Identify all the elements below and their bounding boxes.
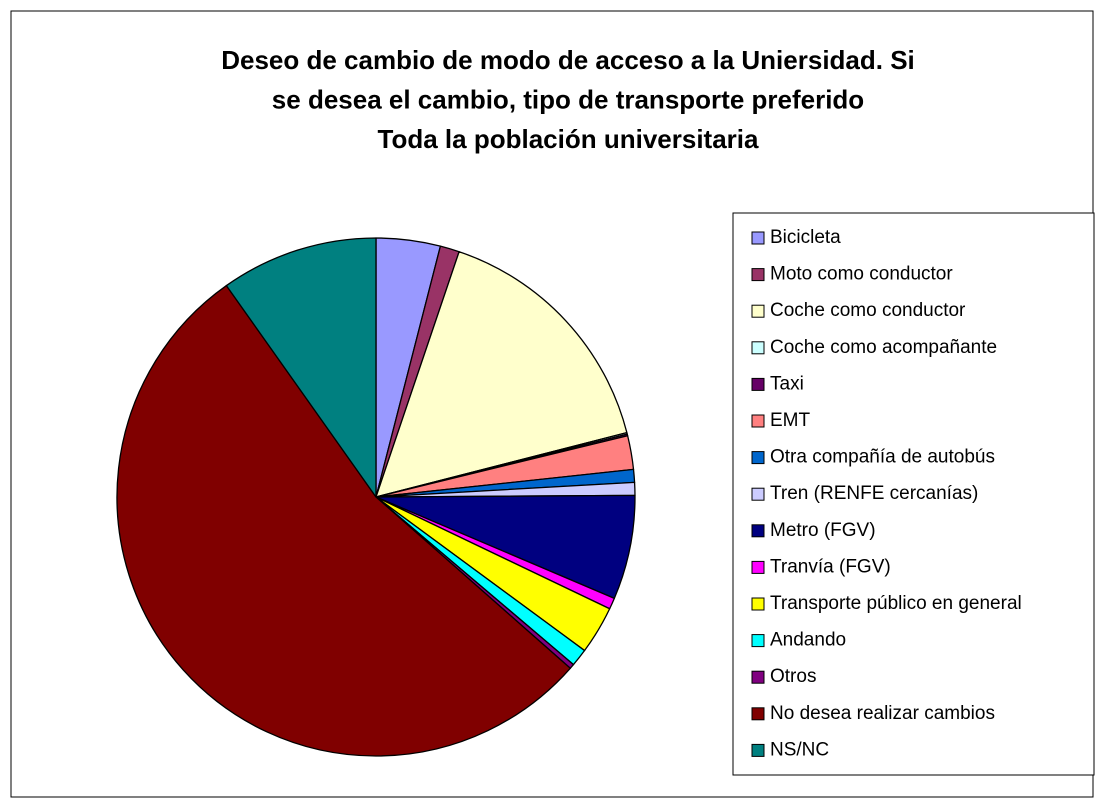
legend-label: Coche como conductor	[770, 300, 966, 321]
legend-label: Bicicleta	[770, 227, 841, 248]
pie-slice	[375, 251, 628, 498]
legend-box	[732, 212, 1095, 776]
pie-slice	[225, 237, 377, 498]
legend-swatch	[751, 451, 765, 465]
legend-label: No desea realizar cambios	[770, 703, 995, 724]
legend-label: Otros	[770, 666, 816, 687]
legend-swatch	[751, 414, 765, 428]
legend-swatch	[751, 560, 765, 574]
legend-swatch	[751, 670, 765, 684]
legend-swatch	[751, 341, 765, 355]
legend-label: Tranvía (FGV)	[770, 556, 891, 577]
legend-label: EMT	[770, 410, 811, 431]
chart-title: Toda la población universitaria	[378, 124, 759, 154]
legend-label: Moto como conductor	[770, 264, 953, 285]
legend-swatch	[751, 634, 765, 648]
legend-label: NS/NC	[770, 739, 829, 760]
legend-label: Otra compañía de autobús	[770, 447, 995, 468]
legend-swatch	[751, 487, 765, 501]
pie-slice	[116, 284, 571, 757]
legend-label: Tren (RENFE cercanías)	[770, 483, 978, 504]
legend-swatch	[751, 707, 765, 721]
legend-swatch	[751, 268, 765, 282]
legend-swatch	[751, 304, 765, 318]
legend-swatch	[751, 743, 765, 757]
legend-swatch	[751, 597, 765, 611]
legend-label: Andando	[770, 630, 846, 651]
legend-label: Metro (FGV)	[770, 520, 876, 541]
legend-swatch	[751, 524, 765, 538]
legend-label: Taxi	[770, 373, 804, 394]
chart-title: se desea el cambio, tipo de transporte p…	[272, 84, 864, 114]
legend-swatch	[751, 231, 765, 245]
chart-title: Deseo de cambio de modo de acceso a la U…	[221, 45, 915, 75]
legend-label: Transporte público en general	[770, 593, 1022, 614]
legend-swatch	[751, 377, 765, 391]
legend-label: Coche como acompañante	[770, 337, 997, 358]
